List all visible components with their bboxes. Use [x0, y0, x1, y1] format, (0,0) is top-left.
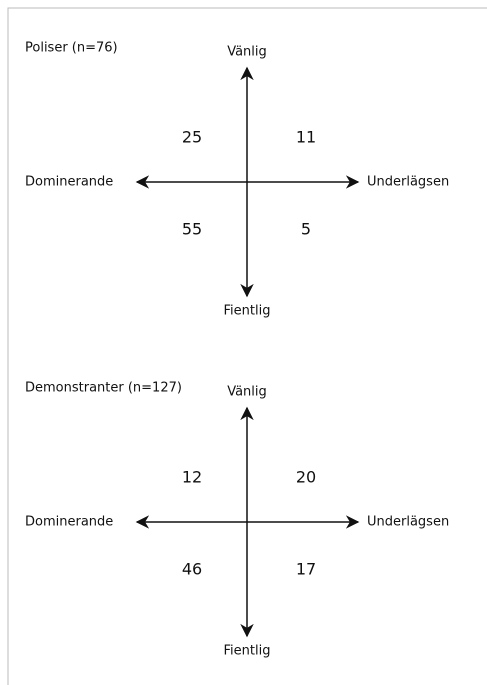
quadrant-count: 25 — [182, 128, 202, 147]
axis-right-label: Underlägsen — [367, 175, 449, 190]
quadrant-count: 20 — [296, 468, 316, 487]
quadrant-count: 46 — [182, 560, 202, 579]
axis-top-label: Vänlig — [227, 45, 267, 60]
frame — [7, 7, 487, 685]
quadrant-count: 5 — [301, 220, 311, 239]
quadrant-count: 17 — [296, 560, 316, 579]
quadrant-count: 55 — [182, 220, 202, 239]
panel-title: Poliser (n=76) — [25, 41, 118, 56]
axis-bottom-label: Fientlig — [224, 304, 271, 319]
axis-bottom-label: Fientlig — [224, 644, 271, 659]
axis-left-label: Dominerande — [25, 515, 113, 530]
panel-title: Demonstranter (n=127) — [25, 381, 182, 396]
quadrant-count: 11 — [296, 128, 316, 147]
quadrant-count: 12 — [182, 468, 202, 487]
axis-top-label: Vänlig — [227, 385, 267, 400]
axis-left-label: Dominerande — [25, 175, 113, 190]
axis-right-label: Underlägsen — [367, 515, 449, 530]
